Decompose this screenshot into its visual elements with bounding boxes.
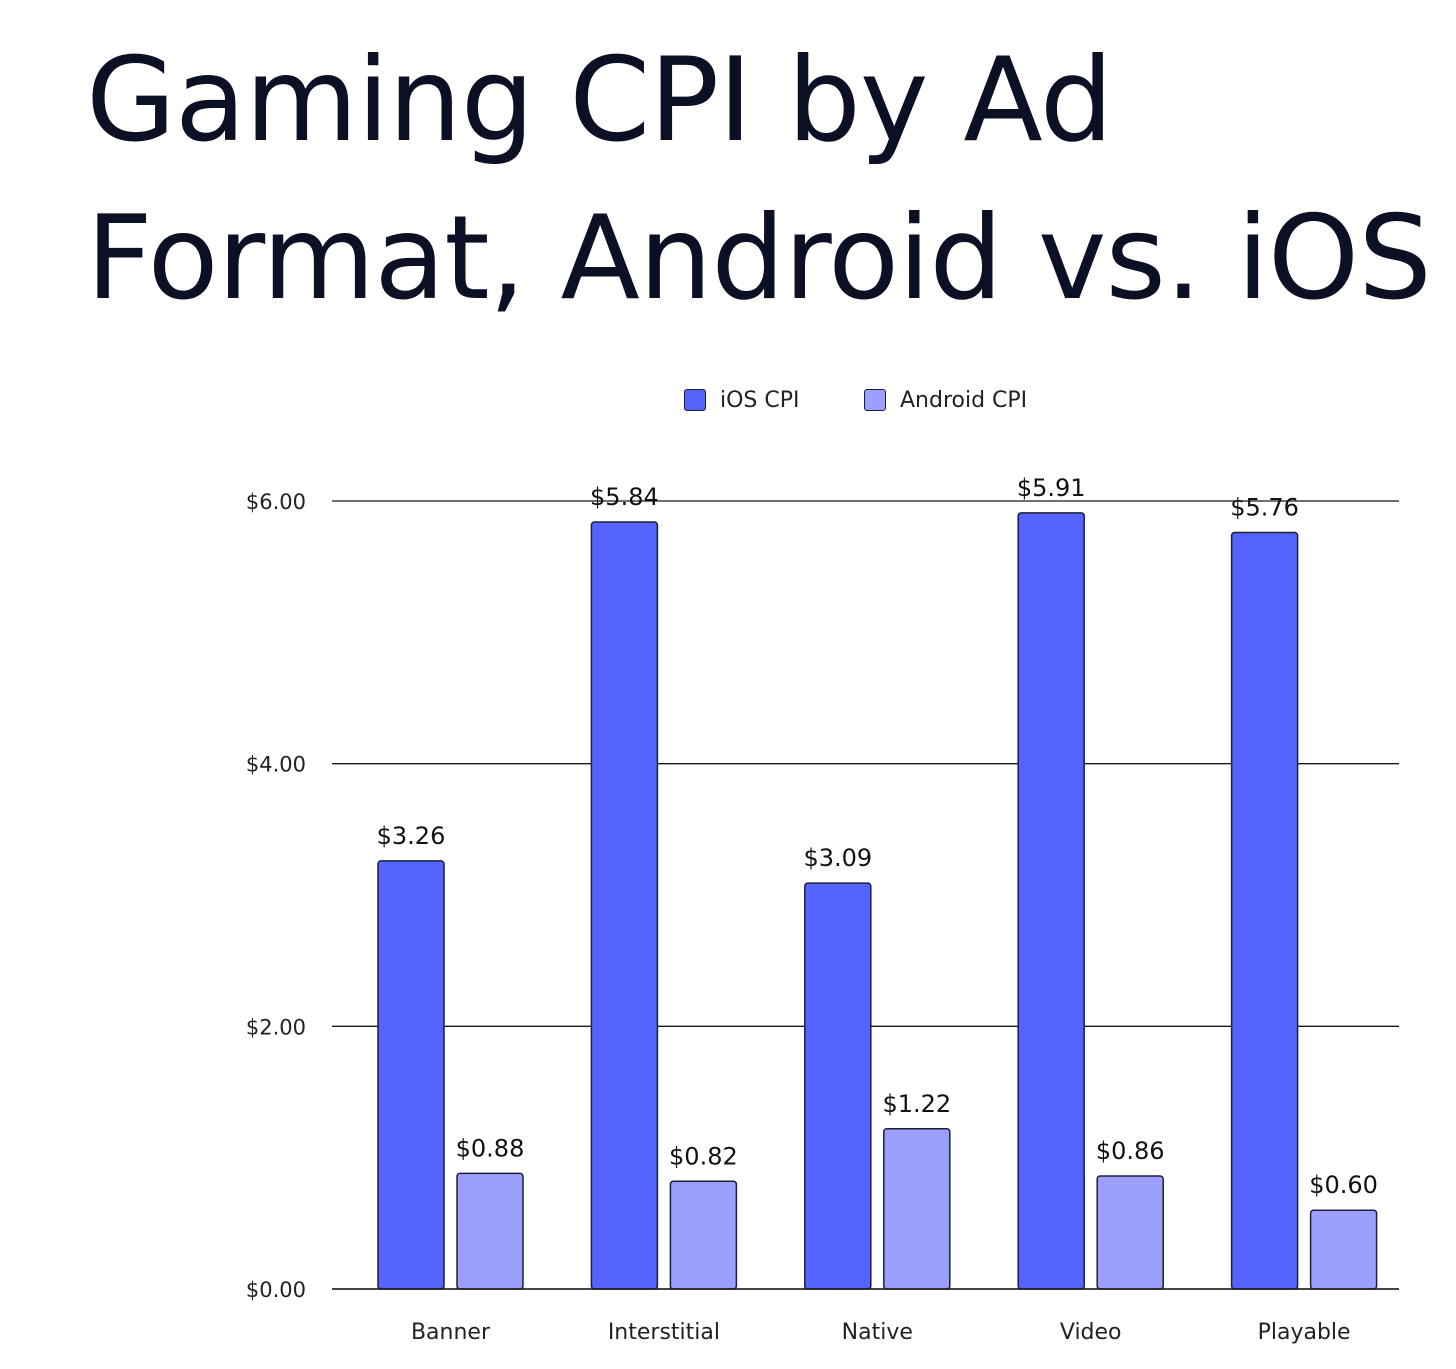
- y-tick-label: $0.00: [246, 1278, 306, 1302]
- bar-android: [883, 1128, 951, 1290]
- y-tick-label: $2.00: [246, 1015, 306, 1039]
- data-label: $3.26: [377, 822, 446, 850]
- data-label: $0.88: [456, 1134, 525, 1162]
- bar-android: [1096, 1175, 1164, 1290]
- legend-item-android: Android CPI: [864, 386, 1027, 414]
- bar-android: [1309, 1209, 1378, 1290]
- bar-android: [456, 1172, 524, 1290]
- bar-ios: [377, 860, 445, 1290]
- chart-title-line-2: Format, Android vs. iOS: [86, 191, 1432, 326]
- data-label: $1.22: [882, 1090, 951, 1118]
- x-tick-label: Banner: [411, 1320, 491, 1345]
- y-tick-label: $4.00: [246, 753, 306, 777]
- bar-ios: [1230, 531, 1299, 1290]
- legend-item-ios: iOS CPI: [684, 386, 800, 414]
- x-tick-label: Native: [842, 1320, 913, 1345]
- data-label: $0.82: [669, 1142, 738, 1170]
- x-tick-label: Interstitial: [608, 1320, 720, 1345]
- data-label: $5.91: [1017, 474, 1086, 502]
- legend-swatch-ios: [684, 389, 706, 411]
- data-label: $5.84: [590, 483, 659, 511]
- x-tick-label: Video: [1060, 1320, 1122, 1345]
- chart-legend: iOS CPI Android CPI: [0, 386, 1456, 416]
- bar-ios: [1017, 512, 1085, 1290]
- data-label: $0.86: [1096, 1137, 1165, 1165]
- chart-title-line-1: Gaming CPI by Ad: [86, 33, 1113, 168]
- data-label: $5.76: [1230, 494, 1299, 522]
- bar-ios: [804, 882, 872, 1290]
- legend-label-android: Android CPI: [900, 387, 1028, 413]
- data-label: $3.09: [803, 844, 872, 872]
- x-tick-label: Playable: [1258, 1320, 1351, 1345]
- bar-ios: [590, 521, 659, 1290]
- chart-title: Gaming CPI by Ad Format, Android vs. iOS: [86, 22, 1432, 338]
- legend-label-ios: iOS CPI: [720, 387, 800, 413]
- y-tick-label: $6.00: [246, 490, 306, 514]
- data-label: $0.60: [1309, 1171, 1378, 1199]
- legend-swatch-android: [864, 389, 886, 411]
- bar-android: [669, 1180, 738, 1290]
